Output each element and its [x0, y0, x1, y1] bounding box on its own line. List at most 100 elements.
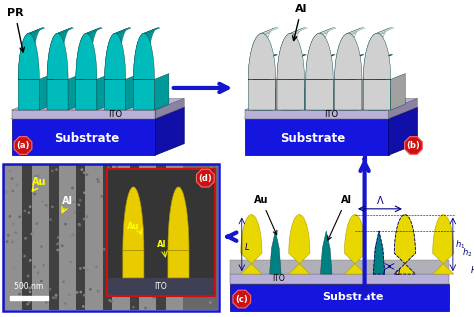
Polygon shape — [310, 75, 325, 85]
Polygon shape — [108, 36, 123, 47]
Circle shape — [186, 214, 187, 215]
Circle shape — [52, 206, 53, 208]
Polygon shape — [312, 63, 328, 73]
Polygon shape — [18, 33, 39, 110]
Polygon shape — [56, 28, 72, 34]
Circle shape — [133, 307, 134, 308]
Circle shape — [28, 212, 29, 213]
Polygon shape — [155, 99, 184, 119]
Circle shape — [140, 282, 141, 283]
Text: $\Lambda$: $\Lambda$ — [376, 194, 384, 206]
Circle shape — [185, 266, 186, 267]
Polygon shape — [337, 41, 353, 52]
Circle shape — [31, 286, 33, 288]
Polygon shape — [109, 33, 125, 42]
Polygon shape — [283, 67, 298, 76]
Polygon shape — [83, 28, 99, 36]
Polygon shape — [106, 47, 121, 58]
Polygon shape — [289, 54, 305, 61]
Polygon shape — [345, 215, 365, 274]
Polygon shape — [318, 54, 334, 61]
Polygon shape — [249, 53, 264, 65]
Polygon shape — [105, 66, 119, 79]
Circle shape — [59, 242, 60, 244]
Circle shape — [197, 274, 198, 275]
Polygon shape — [134, 53, 149, 65]
Polygon shape — [289, 215, 310, 274]
Polygon shape — [11, 107, 184, 119]
Circle shape — [137, 224, 138, 226]
Polygon shape — [55, 28, 70, 36]
Circle shape — [72, 187, 73, 189]
Polygon shape — [255, 63, 270, 73]
Circle shape — [176, 192, 177, 193]
Circle shape — [125, 294, 127, 295]
Circle shape — [9, 170, 11, 172]
Polygon shape — [245, 119, 389, 155]
Circle shape — [134, 248, 136, 249]
Circle shape — [56, 169, 57, 170]
Circle shape — [12, 241, 13, 243]
Polygon shape — [85, 28, 101, 34]
Polygon shape — [319, 54, 335, 61]
Polygon shape — [340, 71, 355, 81]
Polygon shape — [78, 41, 93, 52]
Polygon shape — [371, 30, 387, 38]
Polygon shape — [368, 75, 383, 85]
Circle shape — [50, 219, 51, 220]
Polygon shape — [47, 66, 62, 79]
Polygon shape — [333, 74, 347, 110]
Polygon shape — [32, 165, 49, 310]
Polygon shape — [262, 28, 278, 34]
Text: Au: Au — [127, 222, 140, 231]
Polygon shape — [5, 165, 22, 310]
Circle shape — [164, 293, 165, 294]
Circle shape — [198, 235, 199, 236]
Polygon shape — [307, 53, 322, 65]
Polygon shape — [255, 30, 272, 38]
Circle shape — [7, 241, 8, 242]
Circle shape — [49, 288, 51, 290]
Circle shape — [154, 305, 155, 306]
Circle shape — [34, 266, 35, 268]
Polygon shape — [138, 33, 154, 42]
Polygon shape — [252, 36, 268, 47]
Circle shape — [135, 217, 136, 218]
Polygon shape — [76, 53, 91, 65]
Circle shape — [115, 247, 116, 248]
Polygon shape — [53, 30, 69, 38]
Polygon shape — [313, 60, 328, 69]
Text: i: i — [383, 267, 385, 276]
Text: (a): (a) — [16, 141, 30, 150]
Circle shape — [192, 197, 193, 198]
Polygon shape — [82, 30, 98, 38]
Text: ITO: ITO — [324, 110, 338, 119]
Polygon shape — [374, 55, 390, 61]
Polygon shape — [369, 33, 385, 42]
Polygon shape — [248, 59, 263, 72]
Circle shape — [134, 248, 135, 249]
Polygon shape — [112, 28, 128, 36]
Polygon shape — [254, 71, 268, 81]
Text: (d): (d) — [199, 174, 212, 183]
Polygon shape — [340, 67, 356, 76]
Polygon shape — [105, 59, 119, 72]
Circle shape — [164, 219, 165, 221]
Polygon shape — [18, 66, 33, 79]
Circle shape — [111, 190, 113, 191]
Circle shape — [53, 297, 54, 298]
Polygon shape — [277, 66, 292, 79]
Polygon shape — [377, 54, 393, 61]
Polygon shape — [357, 84, 372, 110]
Polygon shape — [97, 74, 111, 110]
Polygon shape — [113, 28, 129, 34]
Circle shape — [103, 249, 105, 250]
Circle shape — [52, 170, 53, 171]
Circle shape — [22, 285, 23, 286]
Polygon shape — [248, 33, 276, 110]
Circle shape — [113, 223, 115, 225]
Polygon shape — [343, 58, 359, 66]
Polygon shape — [371, 60, 386, 69]
Circle shape — [90, 289, 91, 290]
Circle shape — [178, 185, 179, 186]
